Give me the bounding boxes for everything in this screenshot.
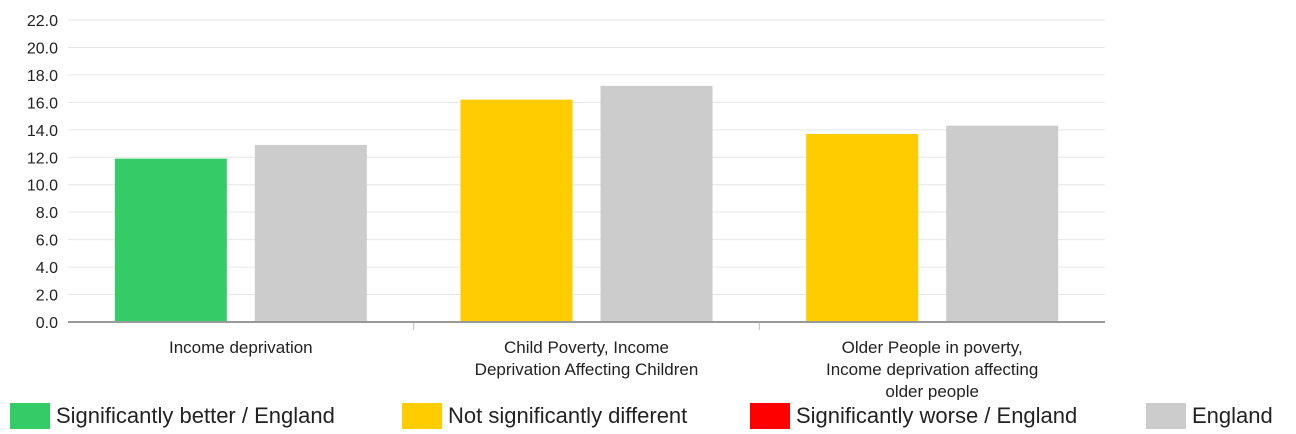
y-tick-label: 12.0 <box>27 150 58 167</box>
legend: Significantly better / England Not signi… <box>0 403 1296 433</box>
legend-swatch-not-different <box>402 403 442 429</box>
x-category-label: Deprivation Affecting Children <box>475 360 699 379</box>
legend-item-worse[interactable]: Significantly worse / England <box>750 403 1077 429</box>
x-category-label: Income deprivation <box>169 338 313 357</box>
y-tick-label: 16.0 <box>27 95 58 112</box>
x-category-label: Child Poverty, Income <box>504 338 669 357</box>
y-tick-label: 22.0 <box>27 13 58 30</box>
legend-label-england: England <box>1192 403 1273 428</box>
legend-label-worse: Significantly worse / England <box>796 403 1078 428</box>
y-tick-label: 6.0 <box>36 233 58 250</box>
legend-item-england[interactable]: England <box>1146 403 1273 429</box>
y-tick-label: 2.0 <box>36 288 58 305</box>
y-tick-label: 18.0 <box>27 68 58 85</box>
bar-chart: 0.0 2.0 4.0 6.0 8.0 10.0 12.0 14.0 16.0 18.0 20.0 2… <box>27 13 1105 400</box>
y-tick-label: 4.0 <box>36 260 58 277</box>
legend-swatch-england <box>1146 403 1186 429</box>
legend-label-not-different: Not significantly different <box>448 403 688 428</box>
legend-item-better[interactable]: Significantly better / England <box>10 403 335 429</box>
bar-england-0 <box>254 144 367 322</box>
y-tick-label: 20.0 <box>27 40 58 57</box>
y-tick-label: 10.0 <box>27 178 58 195</box>
bar-england-1 <box>600 85 713 323</box>
legend-swatch-worse <box>750 403 790 429</box>
legend-label-better: Significantly better / England <box>56 403 335 428</box>
bar-area-2 <box>806 133 919 322</box>
y-tick-label: 14.0 <box>27 123 58 140</box>
legend-item-not-different[interactable]: Not significantly different <box>402 403 687 429</box>
x-category-label: Income deprivation affecting <box>826 360 1038 379</box>
x-category-label: older people <box>885 382 979 400</box>
x-category-label: Older People in poverty, <box>842 338 1023 357</box>
bar-area-1 <box>460 99 573 322</box>
legend-swatch-better <box>10 403 50 429</box>
bar-england-2 <box>946 125 1059 322</box>
y-tick-label: 8.0 <box>36 205 58 222</box>
y-tick-label: 0.0 <box>36 315 58 332</box>
bar-area-0 <box>114 158 227 322</box>
